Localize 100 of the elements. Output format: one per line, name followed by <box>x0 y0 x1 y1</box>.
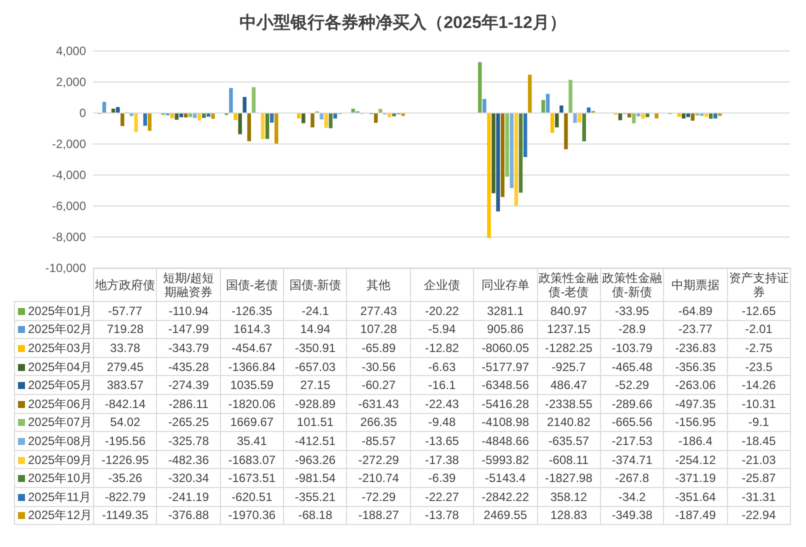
legend-label: 2025年06月 <box>14 394 94 414</box>
data-label: -20.22 <box>410 302 474 320</box>
data-label: -23.77 <box>664 320 728 339</box>
data-label: -981.54 <box>284 468 347 488</box>
data-label: -110.94 <box>156 302 220 320</box>
data-label: -12.65 <box>727 302 790 320</box>
data-label: -22.27 <box>410 487 474 506</box>
x-tick-label: 地方政府债 <box>94 268 157 302</box>
data-label: -5.94 <box>410 320 474 339</box>
data-label: 14.94 <box>284 320 347 339</box>
data-label: -25.87 <box>727 468 790 488</box>
data-label: 2469.55 <box>474 506 538 525</box>
data-label: 279.45 <box>94 357 157 376</box>
data-label: -1970.36 <box>220 506 284 525</box>
data-label: -343.79 <box>156 338 220 358</box>
data-label: 2140.82 <box>537 413 600 432</box>
data-label: -325.78 <box>156 432 220 450</box>
x-tick-label: 其他 <box>346 268 410 302</box>
data-label: -22.94 <box>727 506 790 525</box>
data-label: -925.7 <box>537 357 600 376</box>
data-label: 719.28 <box>94 320 157 339</box>
data-label: -9.1 <box>727 413 790 432</box>
y-tick-label: -10,000 <box>45 261 86 275</box>
data-label: -65.89 <box>346 338 410 358</box>
data-label: -217.53 <box>600 432 664 450</box>
data-label: -349.38 <box>600 506 664 525</box>
data-label: -265.25 <box>156 413 220 432</box>
data-label: -28.9 <box>600 320 664 339</box>
data-label: -435.28 <box>156 357 220 376</box>
data-label: -17.38 <box>410 450 474 469</box>
data-label: 128.83 <box>537 506 600 525</box>
data-label: -188.27 <box>346 506 410 525</box>
data-label: -6.63 <box>410 357 474 376</box>
data-label: -6348.56 <box>474 376 538 394</box>
legend-label: 2025年12月 <box>14 506 94 525</box>
data-label: -657.03 <box>284 357 347 376</box>
x-tick-label: 同业存单 <box>474 268 538 302</box>
data-label: -635.57 <box>537 432 600 450</box>
data-label: -8060.05 <box>474 338 538 358</box>
data-label: -195.56 <box>94 432 157 450</box>
data-label: -320.34 <box>156 468 220 488</box>
data-label: -267.8 <box>600 468 664 488</box>
data-label: -371.19 <box>664 468 728 488</box>
data-label: -85.57 <box>346 432 410 450</box>
data-label: -1820.06 <box>220 394 284 414</box>
data-label: -1673.51 <box>220 468 284 488</box>
legend-label: 2025年11月 <box>14 487 94 506</box>
data-label: -72.29 <box>346 487 410 506</box>
data-label: -1827.98 <box>537 468 600 488</box>
legend-label: 2025年08月 <box>14 432 94 450</box>
data-label: -156.95 <box>664 413 728 432</box>
data-label: 54.02 <box>94 413 157 432</box>
data-label: 107.28 <box>346 320 410 339</box>
x-tick-label: 国债-新债 <box>284 268 347 302</box>
data-label: -2.01 <box>727 320 790 339</box>
data-label: 1237.15 <box>537 320 600 339</box>
x-tick-label: 中期票据 <box>664 268 728 302</box>
data-label: -631.43 <box>346 394 410 414</box>
legend-label: 2025年02月 <box>14 320 94 339</box>
data-label: -5416.28 <box>474 394 538 414</box>
data-label: -5143.4 <box>474 468 538 488</box>
data-label: -928.89 <box>284 394 347 414</box>
data-label: -620.51 <box>220 487 284 506</box>
data-label: 383.57 <box>94 376 157 394</box>
data-label: 358.12 <box>537 487 600 506</box>
data-label: -1149.35 <box>94 506 157 525</box>
data-label: -1366.84 <box>220 357 284 376</box>
data-label: -482.36 <box>156 450 220 469</box>
data-label: -236.83 <box>664 338 728 358</box>
data-label: -18.45 <box>727 432 790 450</box>
data-label: -14.26 <box>727 376 790 394</box>
chart-title: 中小型银行各券种净买入（2025年1-12月） <box>240 13 566 32</box>
data-label: -5993.82 <box>474 450 538 469</box>
data-label: -1226.95 <box>94 450 157 469</box>
data-label: -608.11 <box>537 450 600 469</box>
legend-label: 2025年07月 <box>14 413 94 432</box>
x-tick-label: 政策性金融债-老债 <box>537 268 600 302</box>
data-label: -5177.97 <box>474 357 538 376</box>
y-tick-label: 0 <box>79 106 86 120</box>
data-label: -4848.66 <box>474 432 538 450</box>
x-tick-label: 资产支持证券 <box>727 268 790 302</box>
data-label: -23.5 <box>727 357 790 376</box>
data-label: 101.51 <box>284 413 347 432</box>
data-label: -254.12 <box>664 450 728 469</box>
legend-label: 2025年09月 <box>14 450 94 469</box>
data-label: 266.35 <box>346 413 410 432</box>
data-label: -351.64 <box>664 487 728 506</box>
data-label: 3281.1 <box>474 302 538 320</box>
data-label: -376.88 <box>156 506 220 525</box>
data-label: 840.97 <box>537 302 600 320</box>
data-label: -6.39 <box>410 468 474 488</box>
data-label: -374.71 <box>600 450 664 469</box>
data-label: 35.41 <box>220 432 284 450</box>
data-label: 1035.59 <box>220 376 284 394</box>
data-label: -68.18 <box>284 506 347 525</box>
data-label: -52.29 <box>600 376 664 394</box>
y-tick-label: -6,000 <box>52 199 86 213</box>
y-tick-label: -4,000 <box>52 168 86 182</box>
legend-label: 2025年04月 <box>14 357 94 376</box>
data-label: -2.75 <box>727 338 790 358</box>
